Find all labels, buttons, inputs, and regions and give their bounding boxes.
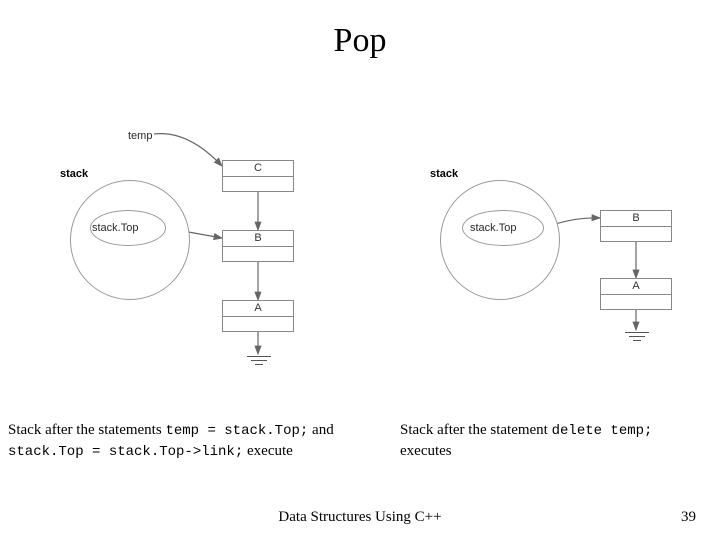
diagram-label: stack (60, 168, 88, 180)
node-label: B (223, 231, 293, 247)
diagram-label: stack.Top (470, 222, 516, 234)
stack-node: B (600, 210, 672, 242)
caption-left-code1: temp = stack.Top; (165, 423, 308, 439)
stack-node: B (222, 230, 294, 262)
node-link-cell (601, 295, 671, 309)
stack-node: C (222, 160, 294, 192)
diagram-label: temp (128, 130, 152, 142)
caption-left-prefix2: and (308, 422, 333, 438)
caption-right-suffix: executes (400, 443, 452, 459)
caption-right-code: delete temp; (552, 423, 653, 439)
caption-left: Stack after the statements temp = stack.… (8, 420, 348, 462)
node-label: B (601, 211, 671, 227)
diagram-label: stack.Top (92, 222, 138, 234)
caption-right-prefix: Stack after the statement (400, 422, 552, 438)
arrow (154, 134, 222, 166)
ground-icon (625, 332, 649, 348)
stack-node: A (222, 300, 294, 332)
slide-title: Pop (0, 22, 720, 60)
node-label: C (223, 161, 293, 177)
caption-left-suffix: execute (243, 443, 293, 459)
node-link-cell (223, 247, 293, 261)
node-link-cell (601, 227, 671, 241)
caption-left-prefix1: Stack after the statements (8, 422, 165, 438)
node-link-cell (223, 317, 293, 331)
left-diagram: C B Astack temp stack.Top (30, 110, 360, 400)
caption-left-code2: stack.Top = stack.Top->link; (8, 444, 243, 460)
right-diagram: B Astack stack.Top (400, 110, 700, 400)
diagram-area: C B Astack temp stack.Top B Astack stack.Top (0, 110, 720, 400)
footer-text: Data Structures Using C++ (0, 509, 720, 526)
stack-node: A (600, 278, 672, 310)
caption-right: Stack after the statement delete temp; e… (400, 420, 710, 461)
node-label: A (601, 279, 671, 295)
node-label: A (223, 301, 293, 317)
diagram-label: stack (430, 168, 458, 180)
ground-icon (247, 356, 271, 372)
page-number: 39 (681, 509, 696, 526)
node-link-cell (223, 177, 293, 191)
